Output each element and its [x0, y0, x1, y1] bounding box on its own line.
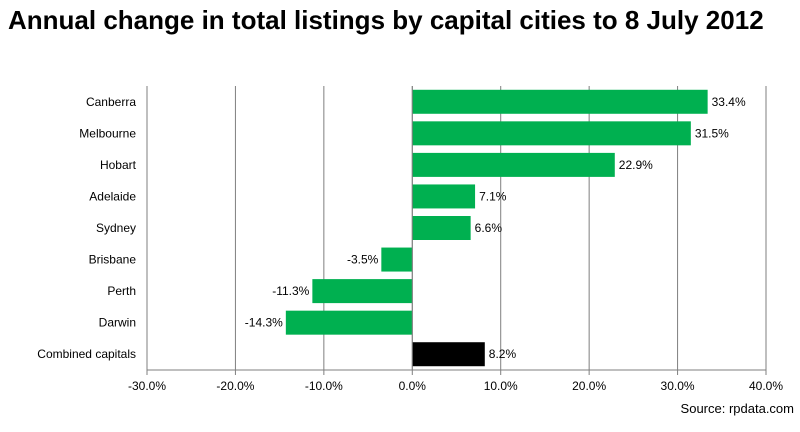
bar: [381, 247, 413, 272]
bar: [285, 310, 413, 335]
category-label: Sydney: [96, 221, 136, 235]
source-note: Source: rpdata.com: [680, 401, 794, 416]
bar: [312, 279, 413, 304]
value-label: -3.5%: [347, 253, 379, 267]
x-tick-label: 20.0%: [572, 379, 606, 393]
category-label: Combined capitals: [37, 347, 136, 361]
value-label: -14.3%: [245, 316, 283, 330]
x-tick-label: -10.0%: [305, 379, 343, 393]
value-label: 7.1%: [479, 189, 507, 203]
x-tick-label: -30.0%: [128, 379, 166, 393]
bar: [412, 121, 691, 146]
category-label: Canberra: [86, 95, 136, 109]
value-label: 33.4%: [712, 95, 746, 109]
category-label: Melbourne: [79, 126, 136, 140]
bar: [412, 342, 485, 367]
x-tick-label: 40.0%: [749, 379, 783, 393]
category-label: Hobart: [100, 158, 137, 172]
value-label: 22.9%: [619, 158, 653, 172]
bar: [412, 184, 476, 209]
x-tick-label: -20.0%: [216, 379, 254, 393]
category-label: Perth: [107, 284, 136, 298]
axes: [146, 86, 767, 375]
value-label: 31.5%: [695, 126, 729, 140]
bar: [412, 216, 471, 240]
value-label: -11.3%: [272, 284, 309, 298]
x-tick-label: 0.0%: [399, 379, 427, 393]
bar: [412, 89, 708, 114]
category-label: Brisbane: [89, 253, 137, 267]
category-label: Darwin: [99, 316, 136, 330]
value-label: 8.2%: [489, 347, 517, 361]
x-tick-label: 10.0%: [484, 379, 518, 393]
value-label: 6.6%: [475, 221, 503, 235]
bar: [412, 152, 615, 177]
labels: -30.0% -20.0% -10.0% 0.0% 10.0% 20.0% 30.0% 40.…: [37, 95, 783, 393]
x-tick-label: 30.0%: [661, 379, 695, 393]
category-label: Adelaide: [89, 189, 136, 203]
bars: [285, 89, 708, 367]
chart-title: Annual change in total listings by capit…: [8, 5, 764, 35]
